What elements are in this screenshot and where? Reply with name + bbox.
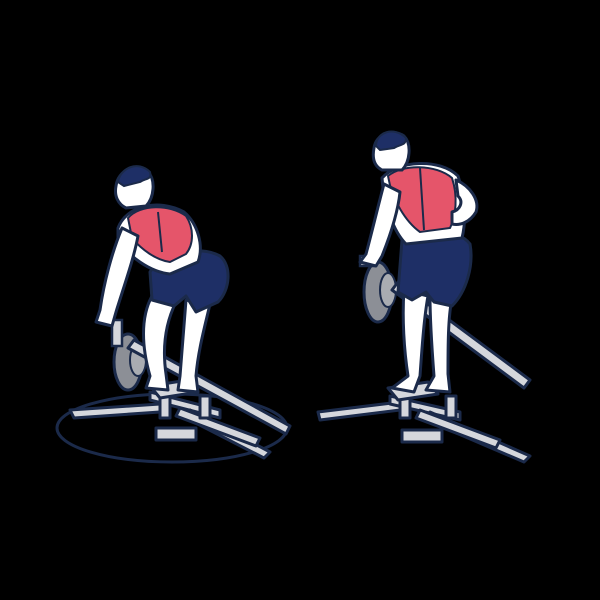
- weight-plate: [362, 260, 397, 324]
- arm-rear: [450, 178, 479, 226]
- spine-line: [157, 211, 163, 253]
- spine-line: [419, 167, 425, 231]
- arm: [358, 182, 402, 268]
- head: [114, 165, 155, 210]
- machine-base: [316, 394, 532, 464]
- start-position-figure: [55, 165, 292, 464]
- hair: [374, 130, 408, 152]
- hair: [116, 165, 152, 188]
- legs: [390, 288, 454, 394]
- head: [371, 130, 411, 172]
- bar-handle: [110, 318, 124, 348]
- legs: [142, 294, 212, 394]
- machine-base: [68, 390, 272, 460]
- t-bar-lever: [126, 338, 292, 436]
- finish-position-figure: [316, 130, 532, 464]
- arm: [94, 226, 140, 328]
